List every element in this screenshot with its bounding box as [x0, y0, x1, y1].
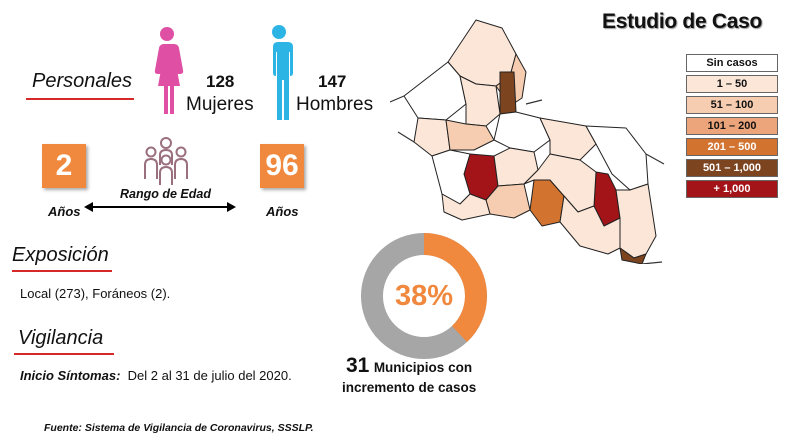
age-range-label: Rango de Edad — [120, 187, 211, 201]
page-title: Estudio de Caso — [602, 10, 763, 33]
hombres-count: 147 — [318, 72, 347, 91]
state-map — [390, 19, 665, 264]
legend-item-3: 101 – 200 — [686, 117, 778, 135]
municipios-line1: 31 Municipios con — [346, 354, 472, 378]
inicio-sintomas-label: Inicio Síntomas: — [20, 368, 121, 383]
female-icon — [154, 27, 184, 114]
donut-percent-ring — [361, 233, 487, 359]
map-region — [441, 193, 491, 221]
legend-item-5: 501 – 1,000 — [686, 159, 778, 177]
group-people-icon — [144, 137, 188, 185]
exposicion-heading: Exposición — [12, 244, 109, 266]
map-legend: Sin casos 1 – 50 51 – 100 101 – 200 201 … — [686, 54, 778, 198]
exposicion-text: Local (273), Foráneos (2). — [20, 286, 171, 301]
inicio-sintomas-value: Del 2 al 31 de julio del 2020. — [127, 368, 292, 383]
mujeres-label: Mujeres — [186, 94, 254, 115]
exposicion-underline — [12, 270, 112, 272]
personales-underline — [26, 98, 134, 100]
donut-percent-label: 38% — [394, 280, 454, 312]
municipios-line2: incremento de casos — [342, 380, 477, 395]
mujeres-count: 128 — [206, 72, 235, 91]
map-region — [459, 75, 501, 127]
map-region — [413, 117, 451, 157]
legend-item-0: Sin casos — [686, 54, 778, 72]
source-footer: Fuente: Sistema de Vigilancia de Coronav… — [44, 422, 314, 434]
double-arrow-icon — [84, 202, 236, 212]
map-region — [619, 247, 647, 264]
hombres-label: Hombres — [296, 94, 374, 115]
municipios-count: 31 — [346, 354, 370, 377]
municipios-line1-text: Municipios con — [373, 360, 473, 375]
age-min-box: 2 — [42, 144, 86, 188]
vigilancia-heading: Vigilancia — [18, 327, 104, 349]
map-region — [431, 149, 471, 205]
map-region — [499, 71, 517, 115]
inicio-sintomas: Inicio Síntomas: Del 2 al 31 de julio de… — [20, 368, 292, 383]
age-max-unit: Años — [266, 204, 299, 219]
legend-item-4: 201 – 500 — [686, 138, 778, 156]
personales-heading: Personales — [32, 70, 133, 92]
map-region — [615, 183, 657, 259]
map-region — [559, 195, 621, 255]
legend-item-6: + 1,000 — [686, 180, 778, 198]
percentage-donut — [361, 233, 487, 359]
age-min-unit: Años — [48, 204, 81, 219]
legend-item-1: 1 – 50 — [686, 75, 778, 93]
vigilancia-underline — [14, 353, 114, 355]
legend-item-2: 51 – 100 — [686, 96, 778, 114]
age-max-box: 96 — [260, 144, 304, 188]
male-icon — [270, 25, 293, 120]
